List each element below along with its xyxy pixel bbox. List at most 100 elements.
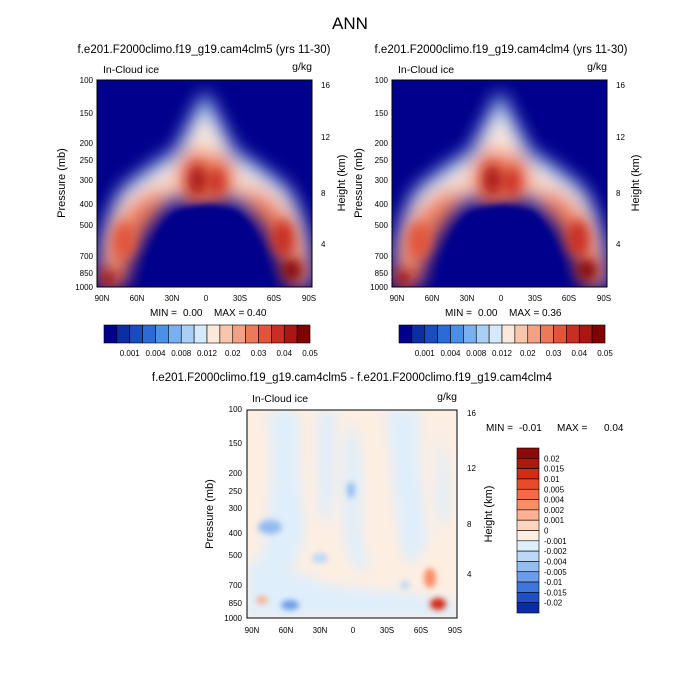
y-tick-label: 200 [229, 469, 243, 478]
y-tick-label: 150 [375, 109, 389, 118]
y-tick-label: 700 [80, 252, 94, 261]
colorbar-swatch [271, 324, 285, 344]
colorbar-label: 0.04 [276, 349, 292, 358]
colorbar-swatch [514, 324, 529, 344]
colorbar-label: 0.001 [415, 349, 436, 358]
colorbar-swatch [142, 324, 156, 344]
y-axis-pressure: 100 150 200 250 300 400 500 700 850 1000 [75, 76, 93, 292]
y-tick-label: 250 [375, 156, 389, 165]
x-axis: 90N 60N 30N 0 30S 60S 90S [245, 626, 462, 635]
y-tick-label: 400 [80, 200, 94, 209]
y-tick-label: 850 [375, 269, 389, 278]
colorbar-swatch [437, 324, 451, 344]
colorbar-label: 0.04 [571, 349, 587, 358]
heatmap-field [392, 80, 607, 287]
colorbar-swatch [450, 324, 464, 344]
x-tick-label: 90S [597, 294, 611, 303]
colorbar-label: 0.005 [544, 485, 565, 494]
colorbar-swatch [516, 468, 540, 480]
figure-title: ANN [332, 14, 368, 33]
min-value: 0.00 [478, 308, 498, 319]
y-axis-height: 16 12 8 4 [467, 409, 476, 579]
x-axis: 90N 60N 30N 0 30S 60S 90S [390, 294, 611, 303]
min-max-readout: MIN = -0.01 MAX = 0.04 [486, 423, 624, 434]
colorbar-swatch [591, 324, 606, 344]
panel-difference: f.e201.F2000climo.f19_g19.cam4clm5 - f.e… [152, 372, 624, 635]
x-tick-label: 30S [233, 294, 247, 303]
x-tick-label: 60S [562, 294, 576, 303]
y-axis-height: 16 12 8 4 [321, 81, 330, 249]
y-tick-label: 700 [229, 581, 243, 590]
colorbar-swatch [398, 324, 413, 344]
x-tick-label: 0 [499, 294, 504, 303]
x-tick-label: 90N [390, 294, 405, 303]
panel-title: f.e201.F2000climo.f19_g19.cam4clm5 (yrs … [78, 44, 331, 56]
y-tick-label: 500 [229, 551, 243, 560]
colorbar-swatch [578, 324, 593, 344]
x-tick-label: 0 [351, 626, 356, 635]
colorbar-label: 0.004 [544, 496, 565, 505]
y-axis-title: Pressure (mb) [353, 148, 365, 218]
y-tick-label: 150 [229, 439, 243, 448]
max-value: 0.36 [542, 308, 562, 319]
colorbar-swatch [193, 324, 208, 344]
y-tick-label: 300 [375, 176, 389, 185]
x-tick-label: 90N [95, 294, 110, 303]
colorbar-swatch [245, 324, 259, 344]
y-right-tick-label: 4 [321, 240, 326, 249]
colorbar-label: 0.004 [145, 349, 166, 358]
y-tick-label: 250 [229, 487, 243, 496]
colorbar-swatch [258, 324, 272, 344]
colorbar-swatch [553, 324, 567, 344]
x-axis: 90N 60N 30N 0 30S 60S 90S [95, 294, 316, 303]
units-label: g/kg [437, 391, 457, 403]
colorbar-label: 0.015 [544, 465, 565, 474]
colorbar-swatch [283, 324, 298, 344]
colorbar-swatch [219, 324, 234, 344]
y-tick-label: 100 [229, 405, 243, 414]
y-right-tick-label: 16 [467, 409, 476, 418]
x-tick-label: 60S [267, 294, 281, 303]
colorbar-label: 0.001 [120, 349, 141, 358]
y-right-tick-label: 12 [321, 133, 330, 142]
colorbar-swatch [516, 530, 540, 542]
colorbar-swatch [168, 324, 182, 344]
colorbar-swatch [516, 509, 540, 521]
panel-clm5: f.e201.F2000climo.f19_g19.cam4clm5 (yrs … [56, 44, 348, 358]
field-label: In-Cloud ice [252, 393, 308, 405]
colorbar-label: 0.008 [171, 349, 192, 358]
colorbar-swatch [232, 324, 246, 344]
y-right-tick-label: 8 [321, 189, 326, 198]
colorbar-swatch [103, 324, 118, 344]
x-tick-label: 60N [425, 294, 440, 303]
y-tick-label: 400 [375, 200, 389, 209]
colorbar-label: -0.002 [544, 547, 567, 556]
colorbar-label: -0.02 [544, 599, 563, 608]
min-label: MIN = [150, 308, 177, 319]
y-tick-label: 1000 [75, 283, 93, 292]
y-tick-label: 300 [80, 176, 94, 185]
y-right-tick-label: 4 [467, 570, 472, 579]
colorbar: 0.001 0.004 0.008 0.012 0.02 0.03 0.04 0.05 [398, 324, 613, 358]
colorbar-label: -0.005 [544, 568, 567, 577]
colorbar-swatch [516, 478, 540, 490]
colorbar-label: 0.008 [466, 349, 487, 358]
colorbar-swatch [516, 581, 540, 593]
y-axis-title: Pressure (mb) [204, 479, 216, 549]
y-right-tick-label: 8 [616, 189, 621, 198]
x-tick-label: 90N [245, 626, 260, 635]
colorbar-label: -0.015 [544, 588, 567, 597]
y-right-tick-label: 16 [616, 81, 625, 90]
colorbar-swatch [516, 550, 540, 562]
colorbar-swatch [516, 592, 540, 603]
colorbar-label: 0.02 [225, 349, 241, 358]
y-axis-pressure: 100 150 200 250 300 400 500 700 850 1000 [224, 405, 242, 623]
colorbar-swatch [540, 324, 554, 344]
colorbar-label: 0.001 [544, 516, 565, 525]
colorbar-swatch [488, 324, 503, 344]
heatmap-field [97, 80, 312, 287]
panel-clm4: f.e201.F2000climo.f19_g19.cam4clm4 (yrs … [353, 44, 642, 358]
colorbar-label: 0.012 [492, 349, 513, 358]
y-right-tick-label: 8 [467, 520, 472, 529]
